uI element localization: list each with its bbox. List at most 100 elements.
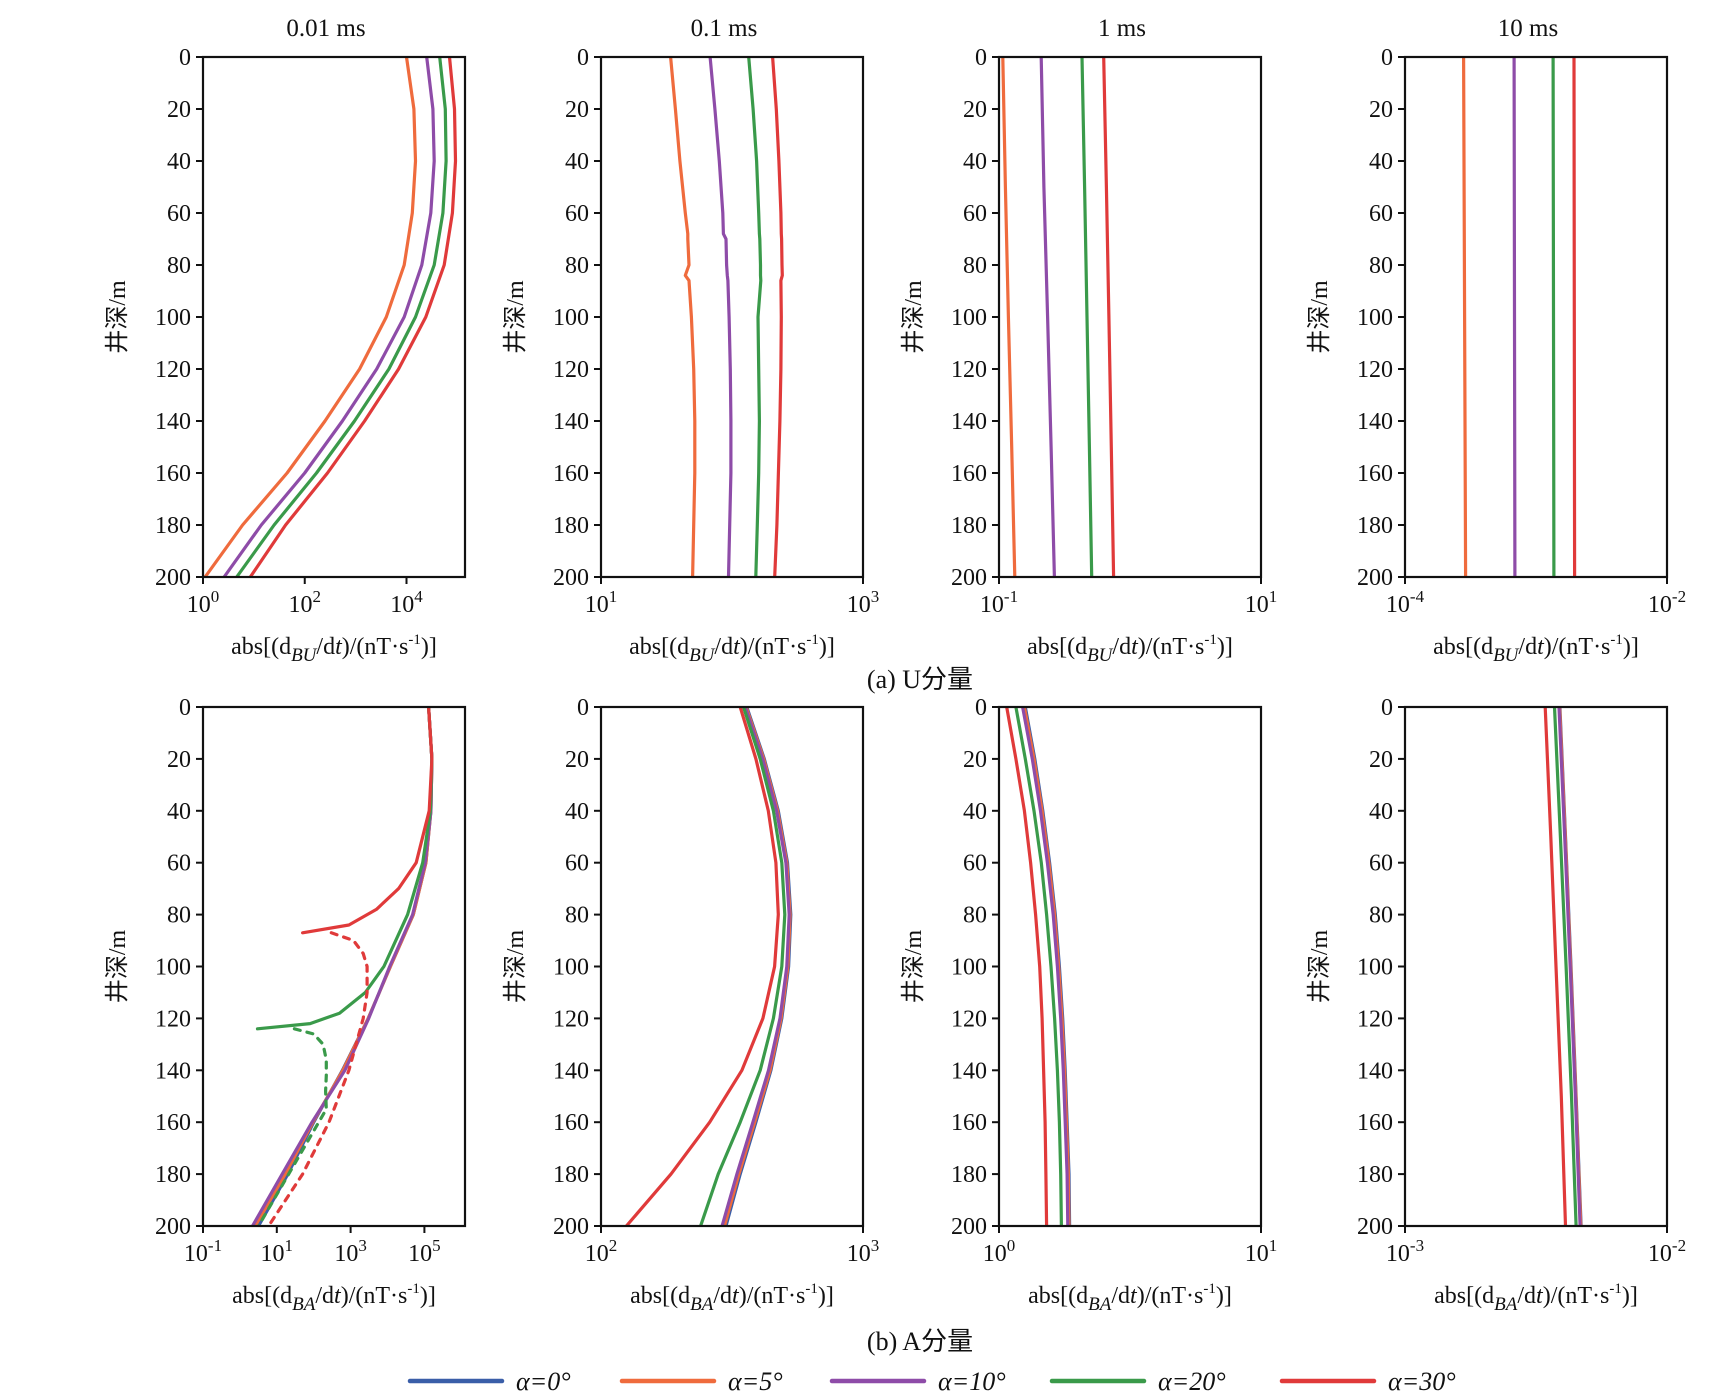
y-tick-label: 180 — [951, 513, 987, 539]
y-tick-label: 160 — [553, 1110, 589, 1136]
y-axis-label: 井深/m — [900, 930, 927, 1004]
series-line--20- — [1551, 57, 1556, 577]
plot-frame — [997, 55, 1263, 579]
y-axis-label: 井深/m — [104, 930, 131, 1004]
y-tick-label: 20 — [167, 97, 191, 123]
y-tick-label: 80 — [1369, 903, 1393, 929]
panel-title: 0.1 ms — [691, 15, 758, 42]
y-tick-label: 160 — [155, 461, 191, 487]
series-group — [1543, 707, 1583, 1226]
y-tick-label: 160 — [1357, 1110, 1393, 1136]
y-tick-label: 140 — [155, 409, 191, 435]
y-tick-label: 0 — [179, 45, 191, 71]
y-tick-label: 140 — [553, 1058, 589, 1084]
series-line--10- — [1557, 707, 1582, 1226]
series-group — [1001, 57, 1116, 577]
y-tick-label: 180 — [951, 1162, 987, 1188]
y-axis-label: 井深/m — [502, 930, 529, 1004]
y-tick-label: 40 — [167, 149, 191, 175]
y-tick-label: 60 — [963, 201, 987, 227]
y-tick-label: 20 — [963, 747, 987, 773]
y-tick-label: 40 — [963, 799, 987, 825]
y-tick-label: 60 — [565, 201, 589, 227]
y-tick-label: 80 — [1369, 253, 1393, 279]
series-group — [1005, 707, 1072, 1226]
series-line--20- — [699, 707, 787, 1226]
y-tick-label: 0 — [975, 45, 987, 71]
y-tick-label: 20 — [565, 97, 589, 123]
y-tick-label: 180 — [155, 1162, 191, 1188]
x-tick-label: 103 — [847, 587, 880, 618]
y-axis-label: 井深/m — [1306, 280, 1333, 354]
y-tick-label: 20 — [1369, 97, 1393, 123]
y-tick-label: 0 — [577, 45, 589, 71]
y-tick-label: 140 — [553, 409, 589, 435]
y-tick-label: 140 — [951, 1058, 987, 1084]
y-tick-label: 80 — [167, 253, 191, 279]
y-tick-label: 180 — [155, 513, 191, 539]
x-tick-label: 10-2 — [1648, 1236, 1686, 1267]
x-tick-label: 101 — [585, 587, 618, 618]
y-tick-label: 120 — [155, 1006, 191, 1032]
series-line--30-sign-change- — [267, 931, 369, 1226]
series-line--30- — [301, 707, 434, 935]
x-axis-label: abs[(dBU/dt)/(nT·s-1)] — [1027, 632, 1233, 666]
y-tick-label: 80 — [963, 903, 987, 929]
y-tick-label: 120 — [951, 357, 987, 383]
y-tick-label: 100 — [155, 955, 191, 981]
y-tick-label: 160 — [951, 1110, 987, 1136]
y-tick-label: 20 — [963, 97, 987, 123]
y-tick-label: 180 — [553, 1162, 589, 1188]
x-tick-label: 101 — [1245, 587, 1278, 618]
legend-label: α=30° — [1388, 1367, 1456, 1396]
y-tick-label: 60 — [963, 851, 987, 877]
y-tick-label: 180 — [553, 513, 589, 539]
y-tick-label: 0 — [1381, 695, 1393, 721]
y-tick-label: 0 — [179, 695, 191, 721]
legend-item: α=10° — [829, 1367, 1006, 1396]
y-tick-label: 160 — [155, 1110, 191, 1136]
series-line--20- — [1080, 57, 1094, 577]
legend: α=0° α=5° α=10° α=20° α=30° — [407, 1367, 1456, 1396]
x-axis-label: abs[(dBU/dt)/(nT·s-1)] — [1433, 632, 1639, 666]
x-tick-label: 100 — [983, 1236, 1016, 1267]
series-group — [624, 707, 793, 1226]
y-tick-label: 200 — [155, 1214, 191, 1240]
x-tick-label: 104 — [390, 587, 423, 618]
y-tick-label: 0 — [975, 695, 987, 721]
x-axis-label: abs[(dBU/dt)/(nT·s-1)] — [231, 632, 437, 666]
series-group — [669, 57, 784, 577]
y-axis-label: 井深/m — [502, 280, 529, 354]
series-line--20- — [747, 57, 763, 577]
plot-frame — [1403, 55, 1669, 579]
legend-label: α=5° — [728, 1367, 783, 1396]
series-line--30- — [1572, 57, 1577, 577]
series-line--30- — [1005, 707, 1049, 1226]
x-axis-label: abs[(dBA/dt)/(nT·s-1)] — [232, 1281, 436, 1315]
x-tick-label: 10-2 — [1648, 587, 1686, 618]
series-line--20- — [235, 57, 448, 577]
y-tick-label: 200 — [553, 565, 589, 591]
y-tick-label: 160 — [1357, 461, 1393, 487]
y-tick-label: 120 — [1357, 357, 1393, 383]
y-tick-label: 100 — [553, 955, 589, 981]
x-tick-label: 10-1 — [184, 1236, 222, 1267]
x-tick-label: 10-3 — [1386, 1236, 1424, 1267]
x-tick-label: 103 — [334, 1236, 367, 1267]
x-tick-label: 102 — [288, 587, 321, 618]
series-line--20- — [1552, 707, 1578, 1226]
y-tick-label: 140 — [1357, 1058, 1393, 1084]
y-tick-label: 200 — [155, 565, 191, 591]
series-line--5- — [1001, 57, 1017, 577]
y-tick-label: 100 — [553, 305, 589, 331]
series-group — [250, 707, 434, 1226]
series-line--10- — [1039, 57, 1056, 577]
y-tick-label: 60 — [1369, 851, 1393, 877]
y-tick-label: 120 — [951, 1006, 987, 1032]
legend-item: α=5° — [619, 1367, 783, 1396]
